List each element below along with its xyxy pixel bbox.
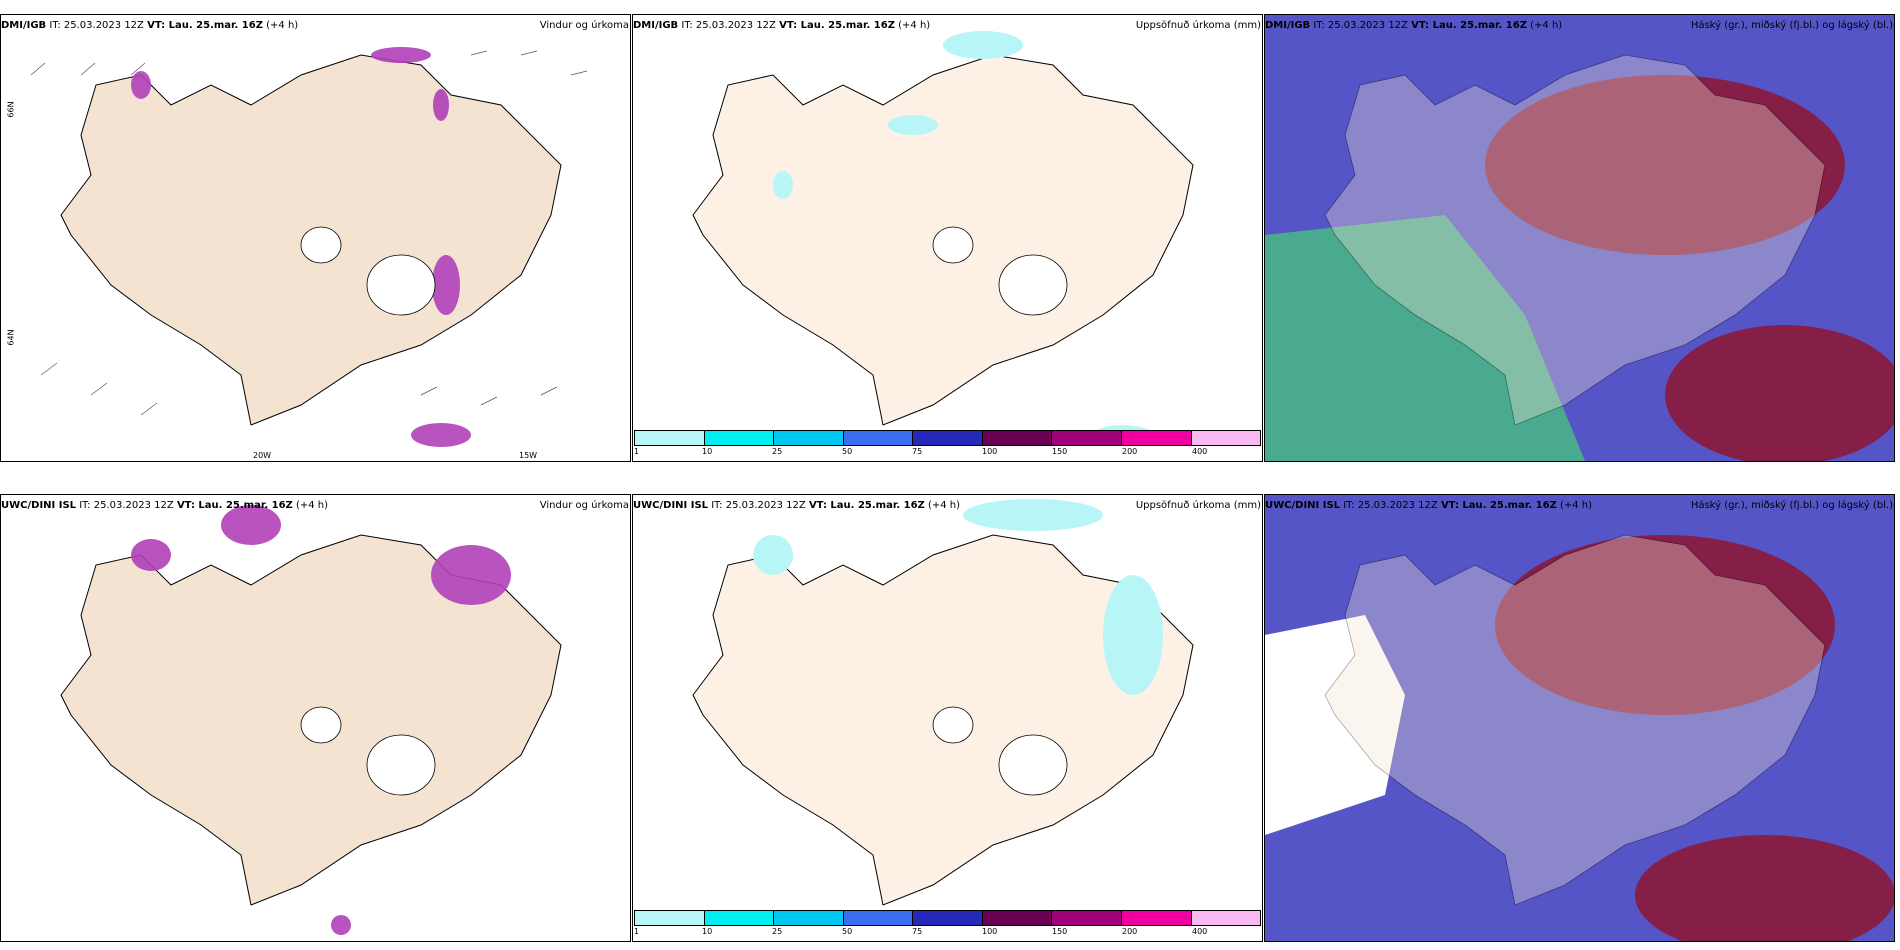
header-panel-4: UWC/DINI ISL IT: 25.03.2023 12Z VT: Lau.… [0,498,631,513]
legend-tick: 100 [982,927,998,936]
legend-tick: 1 [634,447,640,456]
model-name: UWC/DINI ISL [1265,500,1341,511]
panel-clouds-dmi [1264,14,1895,462]
model-name: UWC/DINI ISL [1,500,77,511]
panel-accum-precip-uwc: 1 10 25 50 75 100 150 200 400 [632,494,1263,942]
legend-tick: 1 [634,927,640,936]
legend-colorbar [634,910,1261,926]
panel-wind-precip-uwc [0,494,631,942]
valid-time: VT: Lau. 25.mar. 16Z [1440,500,1557,511]
map-clouds-uwc [1265,495,1894,941]
init-time: IT: 25.03.2023 12Z [49,20,144,31]
lat-label-64n: 64N [6,329,16,346]
lead-time: (+4 h) [1530,20,1563,31]
valid-time: VT: Lau. 25.mar. 16Z [808,500,925,511]
product-title: Vindur og úrkoma [539,20,629,31]
model-name: UWC/DINI ISL [633,500,709,511]
init-time: IT: 25.03.2023 12Z [1313,20,1408,31]
legend-tick: 10 [702,927,713,936]
legend-tick: 10 [702,447,713,456]
lon-label-20w: 20W [253,451,272,460]
lead-time: (+4 h) [927,500,961,511]
lon-label-15w: 15W [519,451,538,460]
valid-time: VT: Lau. 25.mar. 16Z [779,20,895,31]
legend-tick: 200 [1122,927,1138,936]
lat-label-66n: 66N [6,101,16,118]
precip-legend: 1 10 25 50 75 100 150 200 400 [634,910,1261,940]
product-title: Uppsöfnuð úrkoma (mm) [1135,500,1261,511]
legend-tick: 200 [1122,447,1138,456]
legend-ticks: 1 10 25 50 75 100 150 200 400 [634,447,1261,459]
legend-tick: 400 [1192,927,1208,936]
legend-colorbar [634,430,1261,446]
map-wind-precip-dmi [1,15,630,461]
legend-tick: 150 [1052,447,1068,456]
lead-time: (+4 h) [1559,500,1593,511]
valid-time: VT: Lau. 25.mar. 16Z [147,20,263,31]
header-panel-1: DMI/IGB IT: 25.03.2023 12Z VT: Lau. 25.m… [0,18,631,33]
valid-time: VT: Lau. 25.mar. 16Z [1411,20,1527,31]
map-accum-precip-dmi [633,15,1262,461]
lead-time: (+4 h) [898,20,931,31]
panel-accum-precip-dmi: 1 10 25 50 75 100 150 200 400 [632,14,1263,462]
valid-time: VT: Lau. 25.mar. 16Z [176,500,293,511]
lead-time: (+4 h) [295,500,329,511]
map-wind-precip-uwc [1,495,630,941]
init-time: IT: 25.03.2023 12Z [681,20,776,31]
legend-tick: 25 [772,447,783,456]
legend-tick: 25 [772,927,783,936]
legend-ticks: 1 10 25 50 75 100 150 200 400 [634,927,1261,939]
legend-tick: 100 [982,447,998,456]
panel-clouds-uwc [1264,494,1895,942]
header-panel-2: DMI/IGB IT: 25.03.2023 12Z VT: Lau. 25.m… [632,18,1263,33]
legend-tick: 400 [1192,447,1208,456]
product-title: Vindur og úrkoma [539,500,629,511]
model-name: DMI/IGB [633,20,679,31]
model-name: DMI/IGB [1,20,47,31]
header-panel-3: DMI/IGB IT: 25.03.2023 12Z VT: Lau. 25.m… [1264,18,1895,33]
map-clouds-dmi [1265,15,1894,461]
init-time: IT: 25.03.2023 12Z [1343,500,1438,511]
init-time: IT: 25.03.2023 12Z [79,500,174,511]
product-title: Háský (gr.), miðský (fj.bl.) og lágský (… [1690,20,1893,31]
header-panel-5: UWC/DINI ISL IT: 25.03.2023 12Z VT: Lau.… [632,498,1263,513]
product-title: Uppsöfnuð úrkoma (mm) [1135,20,1261,31]
init-time: IT: 25.03.2023 12Z [711,500,806,511]
header-panel-6: UWC/DINI ISL IT: 25.03.2023 12Z VT: Lau.… [1264,498,1895,513]
precip-legend: 1 10 25 50 75 100 150 200 400 [634,430,1261,460]
legend-tick: 75 [912,927,923,936]
legend-tick: 75 [912,447,923,456]
product-title: Háský (gr.), miðský (fj.bl.) og lágský (… [1690,500,1893,511]
panel-wind-precip-dmi: 66N 64N 20W 15W [0,14,631,462]
legend-tick: 150 [1052,927,1068,936]
lead-time: (+4 h) [266,20,299,31]
legend-tick: 50 [842,447,853,456]
model-name: DMI/IGB [1265,20,1311,31]
legend-tick: 50 [842,927,853,936]
map-accum-precip-uwc [633,495,1262,941]
